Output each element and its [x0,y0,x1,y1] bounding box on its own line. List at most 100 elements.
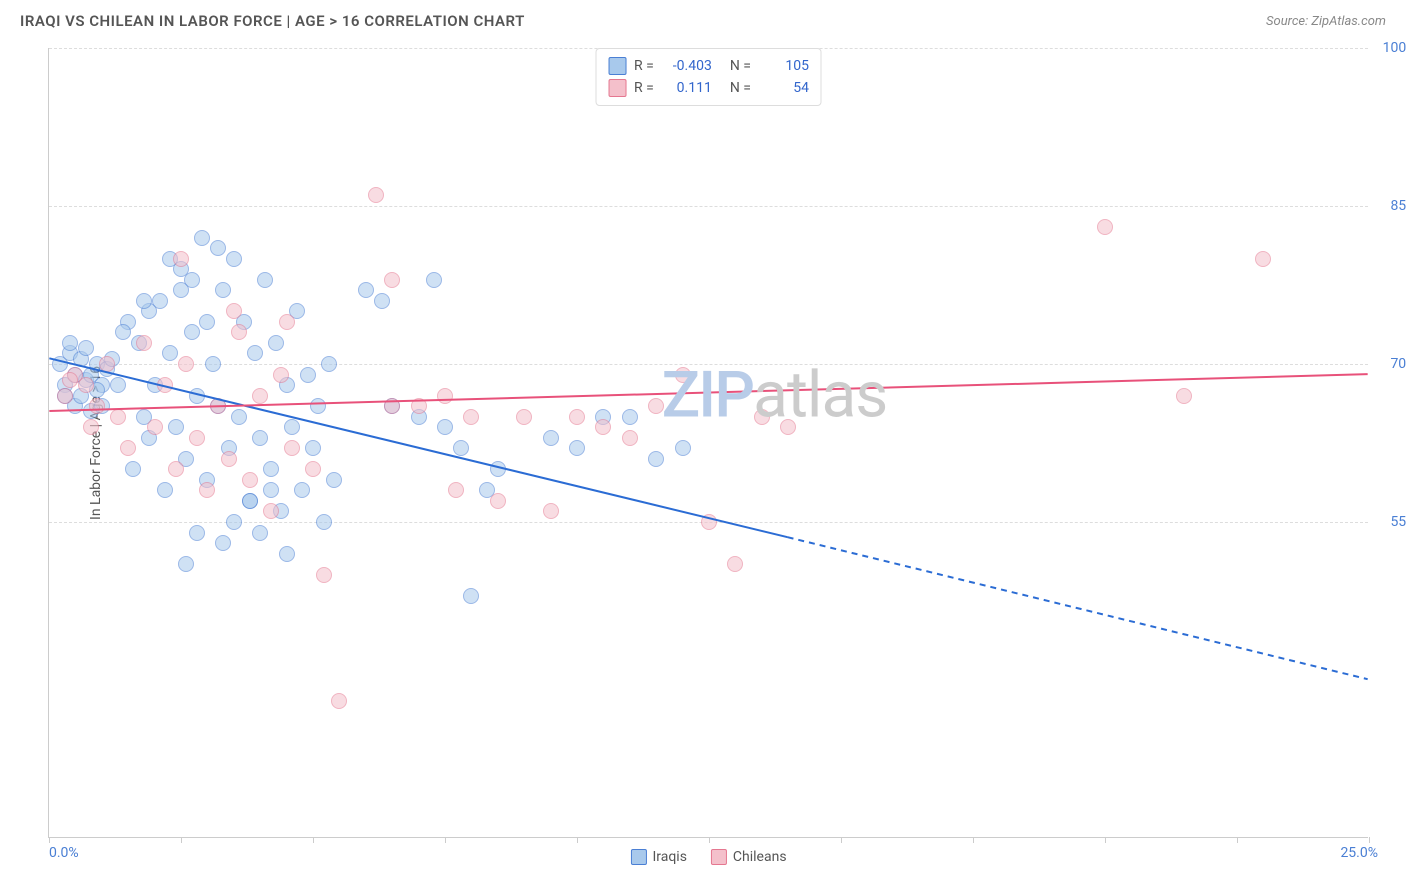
scatter-point [136,293,152,309]
scatter-point [252,388,268,404]
scatter-point [226,303,242,319]
scatter-point [727,556,743,572]
r-label: R = [634,80,654,96]
y-tick-label: 85.0% [1390,198,1406,214]
x-tick [577,837,578,843]
scatter-point [622,430,638,446]
x-tick [1105,837,1106,843]
scatter-point [331,693,347,709]
scatter-point [310,398,326,414]
x-tick [709,837,710,843]
scatter-point [279,314,295,330]
legend-stats-box: R =-0.403N =105R =0.111N =54 [595,48,822,106]
scatter-point [279,546,295,562]
bottom-legend-item: Iraqis [630,849,686,865]
bottom-legend-item: Chileans [711,849,787,865]
scatter-point [316,514,332,530]
scatter-point [543,503,559,519]
scatter-point [268,335,284,351]
scatter-point [184,324,200,340]
scatter-point [215,282,231,298]
scatter-point [384,398,400,414]
scatter-point [368,187,384,203]
scatter-point [168,461,184,477]
trend-lines [49,48,1368,837]
scatter-point [78,340,94,356]
scatter-point [199,314,215,330]
x-tick [313,837,314,843]
scatter-point [437,388,453,404]
scatter-point [99,356,115,372]
grid-line [49,206,1368,207]
x-tick [445,837,446,843]
scatter-point [622,409,638,425]
scatter-point [284,440,300,456]
scatter-point [490,461,506,477]
y-tick-label: 100.0% [1383,40,1406,56]
scatter-point [173,282,189,298]
x-axis-end-label: 25.0% [1340,845,1378,861]
scatter-point [62,335,78,351]
scatter-point [136,335,152,351]
bottom-legend: Iraqis Chileans [630,849,786,865]
watermark: ZIPatlas [662,358,888,433]
legend-swatch [608,57,626,75]
scatter-point [221,451,237,467]
scatter-point [215,535,231,551]
y-tick-label: 55.0% [1390,514,1406,530]
y-tick-label: 70.0% [1390,356,1406,372]
scatter-point [384,272,400,288]
scatter-point [178,356,194,372]
scatter-point [1097,219,1113,235]
legend-swatch [711,849,727,865]
chart-title: IRAQI VS CHILEAN IN LABOR FORCE | AGE > … [20,12,525,30]
scatter-point [189,525,205,541]
n-value: 54 [759,80,809,96]
scatter-point [1255,251,1271,267]
scatter-point [305,461,321,477]
n-value: 105 [759,58,809,74]
scatter-point [463,588,479,604]
n-label: N = [730,58,751,74]
scatter-point [199,482,215,498]
scatter-point [316,567,332,583]
scatter-point [263,482,279,498]
scatter-point [675,367,691,383]
legend-label: Iraqis [652,849,686,865]
scatter-point [210,398,226,414]
x-axis-start-label: 0.0% [49,845,79,861]
scatter-point [162,345,178,361]
x-tick [973,837,974,843]
scatter-point [62,372,78,388]
scatter-point [147,419,163,435]
chart-header: IRAQI VS CHILEAN IN LABOR FORCE | AGE > … [0,0,1406,38]
scatter-point [374,293,390,309]
scatter-point [284,419,300,435]
chart-source: Source: ZipAtlas.com [1266,14,1386,29]
scatter-point [115,324,131,340]
scatter-point [125,461,141,477]
scatter-point [321,356,337,372]
scatter-point [205,356,221,372]
scatter-point [490,493,506,509]
scatter-point [78,377,94,393]
legend-stats-row: R =0.111N =54 [608,77,809,99]
scatter-point [194,230,210,246]
scatter-point [437,419,453,435]
scatter-point [648,451,664,467]
scatter-point [226,251,242,267]
scatter-point [648,398,664,414]
scatter-point [231,324,247,340]
legend-label: Chileans [733,849,787,865]
r-value: 0.111 [662,80,712,96]
scatter-point [120,440,136,456]
x-tick [181,837,182,843]
scatter-point [326,472,342,488]
scatter-point [157,482,173,498]
scatter-point [701,514,717,530]
scatter-chart: In Labor Force | Age > 16 ZIPatlas R =-0… [48,48,1368,838]
scatter-point [516,409,532,425]
x-tick [841,837,842,843]
scatter-point [231,409,247,425]
r-label: R = [634,58,654,74]
